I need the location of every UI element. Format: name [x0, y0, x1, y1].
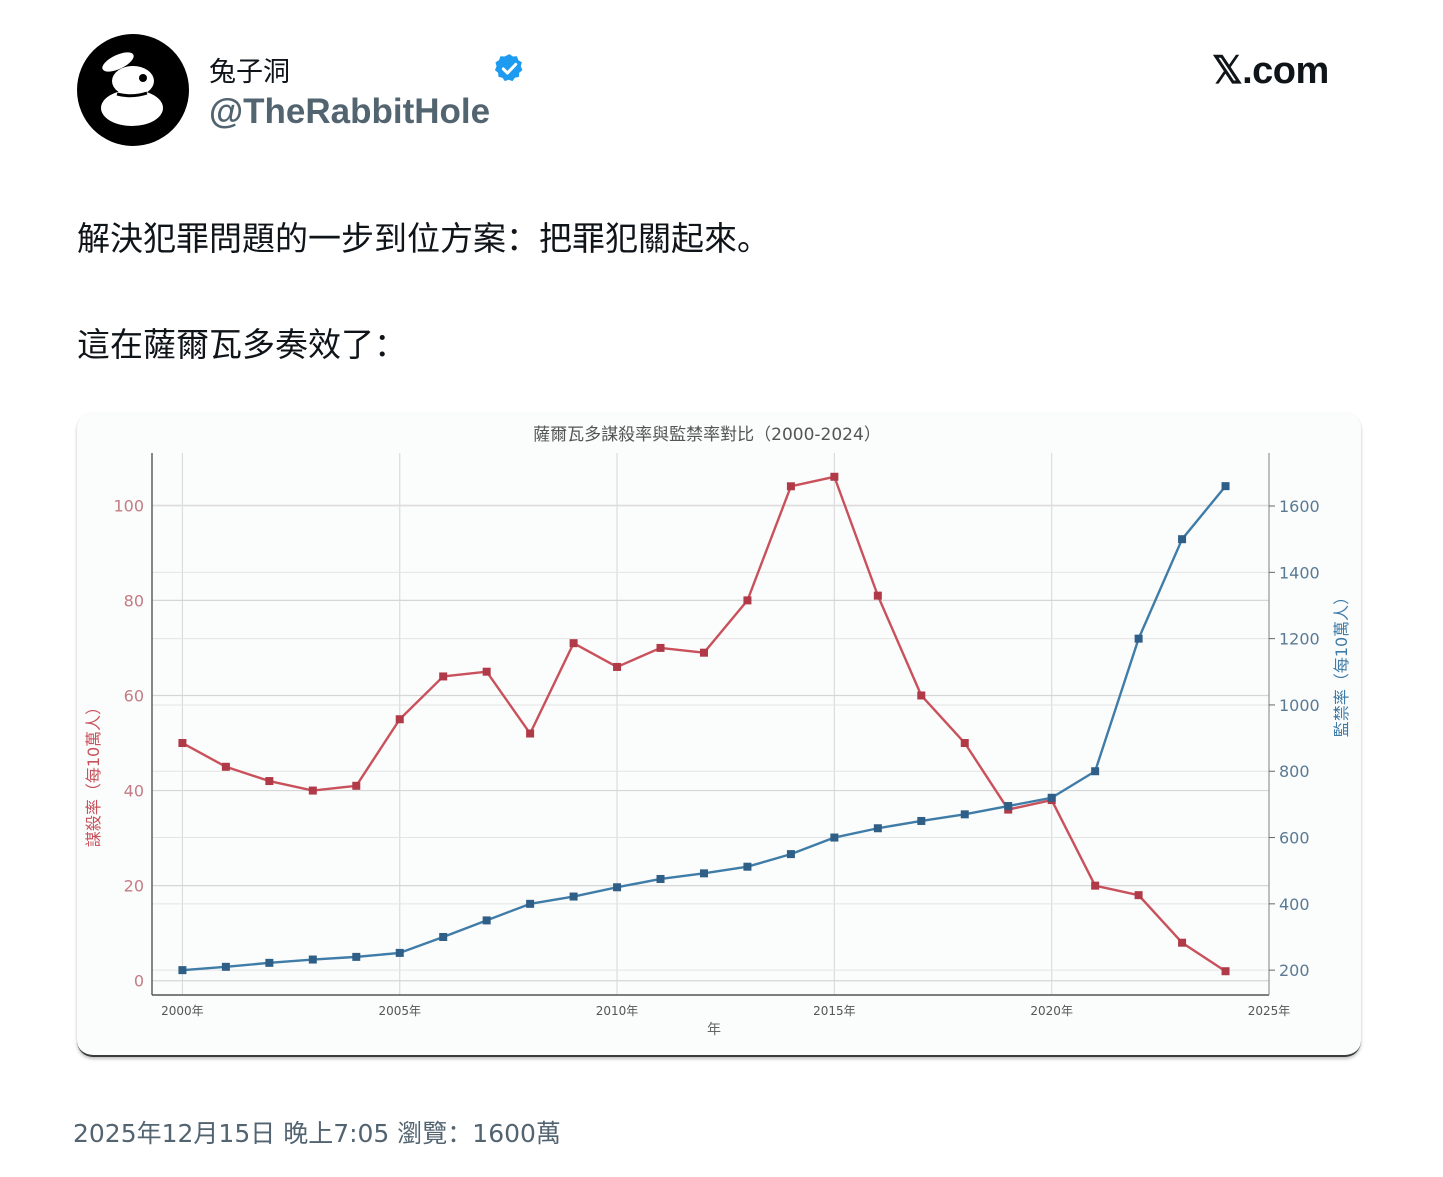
homicide-series-point [1221, 967, 1230, 976]
homicide-series-point [482, 667, 491, 676]
incarceration-series-point [439, 932, 448, 941]
y-right-tick-label: 1000 [1279, 696, 1320, 715]
homicide-series-point [395, 715, 404, 724]
y-right-tick-label: 800 [1279, 762, 1310, 781]
views-count: 瀏覽：1600萬 [397, 1119, 561, 1148]
chart-image[interactable]: 2000年 2005年 2010年 2015年 2020年 2025年 0 20 40 60 80 1… [77, 413, 1361, 1057]
y-axis-right-label: 監禁率（每10萬人） [1332, 589, 1351, 737]
incarceration-series-point [613, 883, 622, 892]
chart-series [178, 472, 1230, 976]
x-tick-label: 2015年 [813, 1004, 856, 1018]
incarceration-series-point [178, 966, 187, 975]
homicide-series-point [526, 729, 535, 738]
chart-svg: 2000年 2005年 2010年 2015年 2020年 2025年 0 20 40 60 80 1… [84, 425, 1351, 1038]
incarceration-series-point [1047, 793, 1056, 802]
homicide-series-point [960, 739, 969, 748]
homicide-series-point [613, 662, 622, 671]
incarceration-series-point [352, 952, 361, 961]
display-name[interactable]: 兔子洞 [209, 57, 290, 88]
homicide-series-point [830, 472, 839, 481]
x-tick-label: 2025年 [1248, 1004, 1291, 1018]
incarceration-series-point [1134, 634, 1143, 643]
x-logo: 𝕏.com [1212, 50, 1329, 92]
homicide-series-line [181, 475, 1227, 973]
chart-grid [152, 453, 1270, 995]
homicide-series-point [221, 762, 230, 771]
tweet-text-line-1: 解決犯罪問題的一步到位方案：把罪犯關起來。 [77, 219, 770, 258]
incarceration-series-point [830, 833, 839, 842]
avatar[interactable] [77, 34, 189, 146]
incarceration-series-point [308, 955, 317, 964]
incarceration-series-point [656, 874, 665, 883]
y-right-tick-label: 600 [1279, 829, 1310, 848]
incarceration-series-point [526, 899, 535, 908]
tweet-text-line-2: 這在薩爾瓦多奏效了： [77, 325, 407, 364]
y-left-tick-label: 80 [124, 591, 144, 610]
homicide-series-point [569, 639, 578, 648]
incarceration-series-point [699, 869, 708, 878]
y-left-tick-label: 60 [124, 686, 144, 705]
x-tick-label: 2000年 [161, 1004, 204, 1018]
incarceration-series-point [221, 962, 230, 971]
homicide-series-point [786, 482, 795, 491]
incarceration-series-point [960, 810, 969, 819]
homicide-series-point [265, 777, 274, 786]
y-left-tick-label: 20 [124, 877, 144, 896]
x-tick-label: 2005年 [378, 1004, 421, 1018]
verified-badge-icon [494, 54, 523, 82]
user-handle[interactable]: @TheRabbitHole [209, 92, 491, 131]
incarceration-series-point [1091, 767, 1100, 776]
x-tick-label: 2010年 [596, 1004, 639, 1018]
y-left-tick-label: 100 [113, 496, 144, 515]
incarceration-series-point [395, 948, 404, 957]
y-right-tick-label: 1400 [1279, 563, 1320, 582]
homicide-series-point [699, 648, 708, 657]
incarceration-series-point [265, 958, 274, 967]
rabbit-icon [101, 52, 163, 126]
chart-title: 薩爾瓦多謀殺率與監禁率對比（2000-2024） [533, 425, 881, 445]
y-left-tick-label: 0 [134, 972, 144, 991]
homicide-series-point [1091, 881, 1100, 890]
y-right-tick-label: 1200 [1279, 630, 1320, 649]
homicide-series-point [873, 591, 882, 600]
tweet-meta: 2025年12月15日 晚上7:05 瀏覽：1600萬 [73, 1114, 561, 1150]
incarceration-series-point [917, 816, 926, 825]
chart-ticks: 2000年 2005年 2010年 2015年 2020年 2025年 0 20 40 60 80 1… [113, 496, 1319, 1018]
homicide-series-point [352, 781, 361, 790]
homicide-series-point [1178, 938, 1187, 947]
incarceration-series-point [873, 824, 882, 833]
homicide-series-point [439, 672, 448, 681]
incarceration-series-point [786, 850, 795, 859]
incarceration-series-line [182, 485, 1227, 972]
homicide-series-point [178, 739, 187, 748]
incarceration-series-point [482, 916, 491, 925]
homicide-series-point [656, 643, 665, 652]
homicide-series-point [743, 596, 752, 605]
homicide-series-point [1134, 891, 1143, 900]
x-tick-label: 2020年 [1030, 1004, 1073, 1018]
y-axis-left-label: 謀殺率（每10萬人） [84, 699, 103, 847]
y-right-tick-label: 1600 [1279, 497, 1320, 516]
y-left-tick-label: 40 [124, 782, 144, 801]
homicide-series-point [917, 691, 926, 700]
incarceration-series-point [569, 892, 578, 901]
x-axis-label: 年 [707, 1022, 721, 1038]
homicide-series-point [308, 786, 317, 795]
y-right-tick-label: 400 [1279, 895, 1310, 914]
timestamp[interactable]: 2025年12月15日 晚上7:05 [73, 1119, 390, 1148]
incarceration-series-point [1221, 482, 1230, 491]
y-right-tick-label: 200 [1279, 961, 1310, 980]
incarceration-series-point [743, 862, 752, 871]
chart-axes [151, 453, 1270, 996]
incarceration-series-point [1004, 802, 1013, 811]
incarceration-series-point [1178, 535, 1187, 544]
